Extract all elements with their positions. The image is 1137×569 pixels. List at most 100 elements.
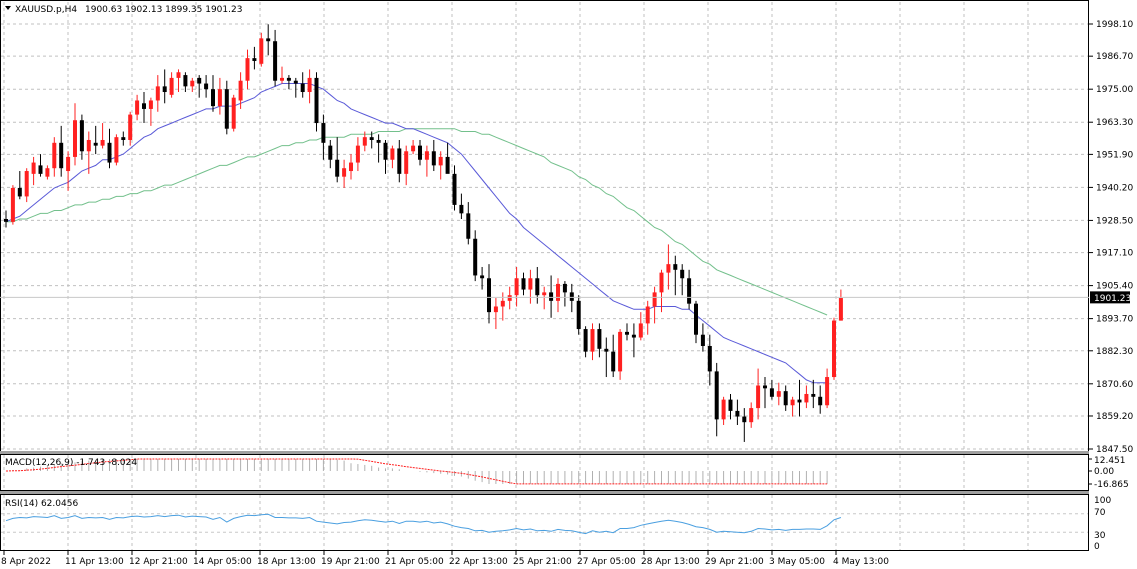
chevron-down-icon[interactable]: [5, 6, 11, 10]
candle-body: [197, 77, 202, 84]
candle: [383, 139, 388, 174]
candle-body: [618, 331, 623, 372]
candle-body: [10, 187, 15, 222]
candle-body: [666, 264, 671, 273]
candle: [776, 382, 781, 406]
candle-body: [204, 83, 209, 90]
candle-body: [535, 278, 540, 296]
candle-body: [107, 142, 112, 163]
candle-body: [583, 329, 588, 352]
time-tick-label: 11 Apr 13:00: [65, 557, 124, 567]
candle: [687, 269, 692, 310]
candle: [135, 94, 140, 121]
candle-body: [128, 114, 133, 140]
candle: [480, 266, 485, 290]
candle: [666, 244, 671, 290]
candle: [362, 131, 367, 152]
candle: [128, 111, 133, 146]
candle: [86, 131, 91, 174]
candle: [376, 134, 381, 163]
candle: [452, 165, 457, 211]
candle: [148, 97, 153, 126]
candle-body: [645, 306, 650, 324]
candle: [728, 393, 733, 420]
price-tick-label: 1963.30: [1096, 118, 1133, 128]
candle: [493, 298, 498, 330]
candle: [224, 80, 229, 135]
rsi-tick-100: 100: [1094, 496, 1111, 506]
candle: [93, 125, 98, 155]
candle: [700, 323, 705, 352]
price-axis[interactable]: 1998.10 1986.70 1975.00 1963.30 1951.90 1940.…: [1089, 20, 1133, 455]
candle: [293, 77, 298, 98]
candle: [238, 72, 243, 109]
candle-body: [763, 385, 767, 389]
macd-plot: [5, 458, 828, 485]
candle: [10, 185, 15, 225]
candle: [680, 264, 685, 296]
candle-body: [424, 151, 429, 160]
candle-body: [4, 219, 8, 222]
candle-body: [142, 103, 146, 109]
candle-body: [93, 142, 98, 146]
candle-body: [231, 97, 236, 129]
candle: [17, 171, 22, 200]
time-tick-label: 22 Apr 13:00: [449, 557, 508, 567]
candle-body: [376, 139, 381, 143]
candle: [438, 151, 443, 180]
macd-rsi-divider[interactable]: [0, 491, 1089, 494]
candle-body: [52, 142, 57, 169]
symbol-header[interactable]: XAUUSD.p,H4 1900.63 1902.13 1899.35 1901…: [5, 5, 242, 15]
candle-body: [355, 145, 360, 163]
main-macd-divider[interactable]: [0, 451, 1089, 454]
candle: [418, 139, 422, 166]
candle-body: [514, 278, 519, 296]
candle: [59, 125, 64, 177]
candle-body: [135, 100, 140, 115]
candle-body: [680, 269, 685, 279]
macd-panel-frame: [0, 454, 1089, 491]
candle: [790, 396, 795, 417]
candle-body: [487, 278, 491, 313]
candle-body: [45, 168, 50, 177]
macd-tick-zero: 0.00: [1094, 467, 1114, 477]
rsi-line: [5, 513, 842, 535]
candle: [673, 255, 678, 296]
candle-body: [769, 388, 774, 397]
candle-body: [597, 329, 602, 349]
price-tick-label: 1859.20: [1096, 412, 1133, 422]
candle: [273, 29, 278, 87]
candle: [528, 269, 533, 304]
macd-axis: 12.451 0.00 -16.865: [1089, 456, 1129, 490]
price-tick-label: 1986.70: [1096, 52, 1133, 62]
candle-body: [86, 139, 91, 152]
candle: [535, 266, 540, 304]
candle-body: [342, 168, 347, 177]
candle: [162, 69, 167, 104]
candle-body: [293, 80, 298, 84]
macd-signal-line: [5, 458, 828, 485]
time-axis[interactable]: 8 Apr 2022 11 Apr 13:00 12 Apr 21:00 14 Apr…: [1, 551, 889, 567]
candle-body: [411, 145, 416, 152]
candle: [280, 66, 284, 84]
candle-body: [349, 162, 353, 172]
candle-body: [314, 77, 319, 124]
price-tick-label: 1882.30: [1096, 347, 1133, 357]
rsi-axis: 100 70 30 0: [1094, 496, 1111, 552]
candles: [4, 24, 843, 442]
candle-body: [362, 137, 367, 146]
grid: [1, 2, 1088, 550]
time-tick-label: 25 Apr 21:00: [513, 557, 572, 567]
candle-body: [818, 396, 823, 406]
time-tick-label: 4 May 13:00: [833, 557, 889, 567]
candle: [694, 300, 698, 344]
candle-body: [238, 80, 243, 101]
candle-body: [735, 410, 740, 417]
candle: [300, 72, 305, 98]
time-tick-label: 3 May 05:00: [769, 557, 825, 567]
candle-body: [224, 89, 229, 129]
candle: [569, 283, 574, 313]
candle: [556, 278, 560, 313]
candle: [604, 337, 609, 378]
